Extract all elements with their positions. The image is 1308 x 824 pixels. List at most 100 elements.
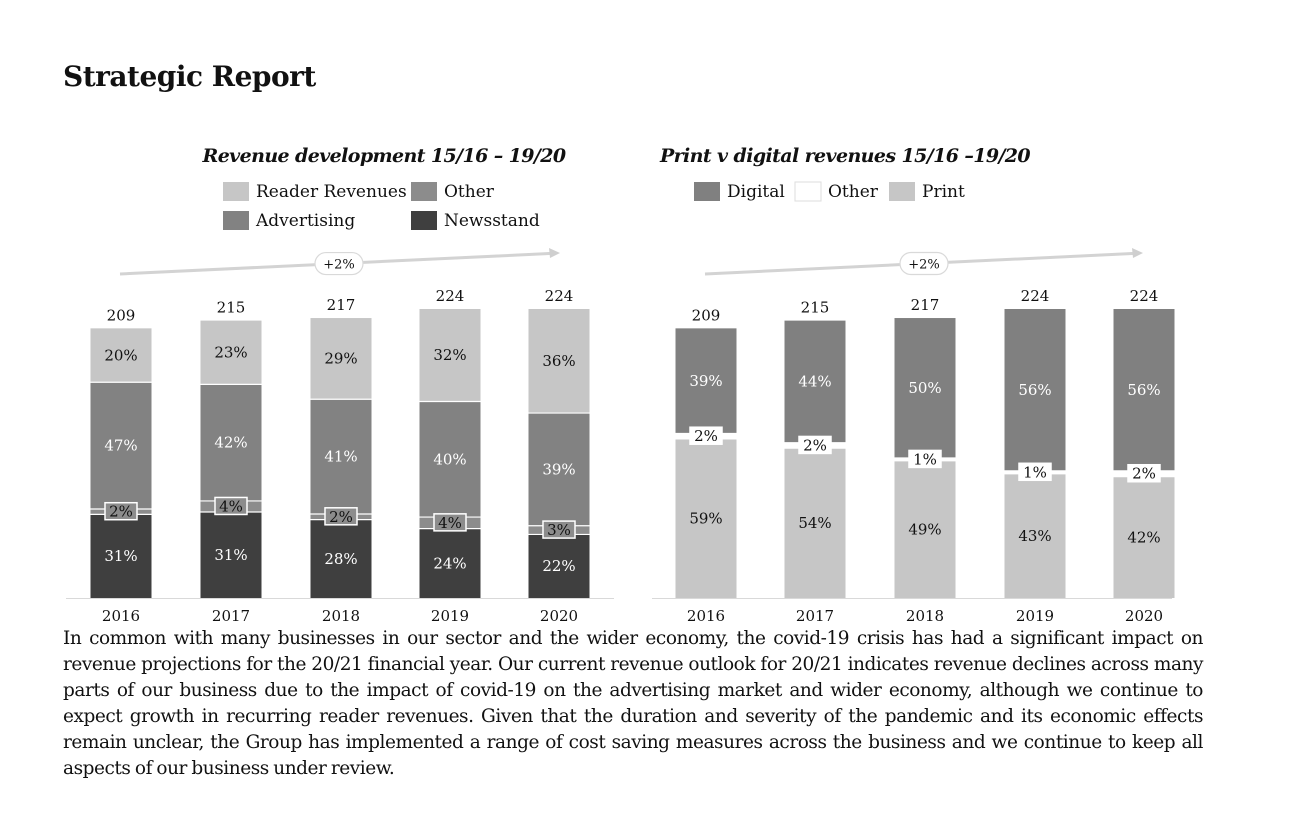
bar-segment-reader-revenues — [419, 309, 481, 402]
bar-total-label: 217 — [911, 296, 940, 314]
chart-title: Print v digital revenues 15/16 –19/20 — [659, 145, 1030, 167]
small-label-box — [214, 496, 248, 516]
growth-arrow: +2% — [704, 248, 1143, 276]
segment-label: 49% — [908, 520, 941, 538]
bar-segment-newsstand — [528, 534, 590, 598]
x-tick-label: 2016 — [687, 607, 725, 625]
small-label-box — [689, 426, 723, 445]
bar-total-label: 224 — [1021, 287, 1050, 305]
segment-label: 2% — [694, 427, 718, 445]
small-label-box — [433, 513, 467, 532]
segment-label: 4% — [438, 514, 462, 532]
segment-label: 3% — [547, 521, 571, 539]
legend-label: Other — [828, 182, 879, 202]
small-label-box — [1127, 463, 1161, 483]
small-label-box — [908, 449, 942, 469]
body-paragraph: In common with many businesses in our se… — [63, 628, 1203, 779]
bar-segment-print — [784, 448, 846, 598]
segment-label: 50% — [908, 379, 941, 397]
bar-total-label: 215 — [217, 299, 246, 317]
bar-total-label: 217 — [327, 296, 356, 314]
bar-2017: 54% 2% 44% 215 2017 — [784, 299, 846, 625]
legend-swatch — [794, 181, 822, 202]
small-label-box — [1018, 462, 1052, 482]
bar-2017: 31% 4% 42% 23% 215 2017 — [200, 299, 262, 625]
segment-label: 39% — [542, 460, 575, 478]
bar-segment-newsstand — [310, 519, 372, 598]
segment-label: 56% — [1127, 381, 1160, 399]
x-tick-label: 2018 — [322, 607, 360, 625]
segment-label: 42% — [214, 434, 247, 452]
segment-label: 32% — [433, 346, 466, 364]
segment-label: 2% — [1132, 465, 1156, 483]
growth-arrow-head — [1132, 248, 1143, 258]
bar-segment-digital — [1113, 309, 1175, 471]
small-label-box — [104, 501, 138, 521]
legend-swatch — [223, 211, 249, 230]
page-title: Strategic Report — [63, 60, 316, 93]
segment-label: 40% — [433, 450, 466, 468]
segment-label: 24% — [433, 554, 466, 572]
small-label-box — [324, 507, 358, 526]
x-tick-label: 2019 — [431, 607, 469, 625]
x-tick-label: 2017 — [796, 607, 834, 625]
x-tick-label: 2016 — [102, 607, 140, 625]
bar-segment-reader-revenues — [528, 309, 590, 414]
legend-swatch — [889, 182, 915, 201]
bar-segment-newsstand — [419, 528, 481, 598]
bar-segment-digital — [784, 320, 846, 443]
segment-label: 39% — [689, 372, 722, 390]
legend-label: Digital — [727, 182, 785, 202]
bar-segment-print — [1004, 473, 1066, 598]
segment-label: 2% — [109, 503, 133, 521]
bar-segment-reader-revenues — [310, 318, 372, 400]
bar-total-label: 209 — [692, 306, 721, 324]
bar-segment-print — [675, 438, 737, 598]
small-label-box — [798, 435, 832, 455]
segment-label: 29% — [324, 350, 357, 368]
segment-label: 42% — [1127, 528, 1160, 546]
x-tick-label: 2019 — [1016, 607, 1054, 625]
segment-label: 28% — [324, 550, 357, 568]
bar-total-label: 209 — [107, 306, 136, 324]
bar-segment-newsstand — [90, 514, 152, 598]
bar-segment-reader-revenues — [90, 328, 152, 383]
legend-label: Print — [922, 182, 965, 202]
bar-segment-advertising — [419, 401, 481, 518]
segment-label: 44% — [798, 373, 831, 391]
segment-label: 2% — [803, 436, 827, 454]
bar-total-label: 224 — [545, 287, 574, 305]
segment-label: 47% — [104, 437, 137, 455]
segment-label: 20% — [104, 346, 137, 364]
legend-item: Advertising — [223, 211, 355, 231]
bar-segment-newsstand — [200, 512, 262, 598]
legend-swatch — [411, 211, 437, 230]
bar-segment-digital — [675, 328, 737, 434]
segment-label: 36% — [542, 352, 575, 370]
segment-label: 31% — [104, 547, 137, 565]
bar-segment-advertising — [200, 384, 262, 501]
growth-badge — [314, 251, 364, 276]
bar-total-label: 224 — [1130, 287, 1159, 305]
bar-segment-advertising — [310, 399, 372, 515]
segment-label: 59% — [689, 509, 722, 527]
bar-2016: 59% 2% 39% 209 2016 — [675, 306, 737, 625]
segment-label: 1% — [913, 450, 937, 468]
growth-label: +2% — [908, 258, 940, 273]
print-v-digital-chart: Print v digital revenues 15/16 –19/20 Dig… — [652, 145, 1175, 625]
bar-2018: 49% 1% 50% 217 2018 — [894, 296, 956, 625]
legend-swatch — [411, 182, 437, 201]
chart-title: Revenue development 15/16 – 19/20 — [202, 145, 566, 167]
segment-label: 31% — [214, 546, 247, 564]
growth-arrow-head — [549, 248, 560, 258]
growth-badge — [899, 251, 949, 276]
legend-item: Other — [794, 181, 879, 202]
segment-label: 22% — [542, 557, 575, 575]
bar-segment-reader-revenues — [200, 320, 262, 385]
legend-item: Digital — [694, 182, 785, 202]
x-tick-label: 2020 — [540, 607, 578, 625]
segment-label: 1% — [1023, 463, 1047, 481]
legend-swatch — [694, 182, 720, 201]
legend-item: Newsstand — [411, 211, 540, 231]
